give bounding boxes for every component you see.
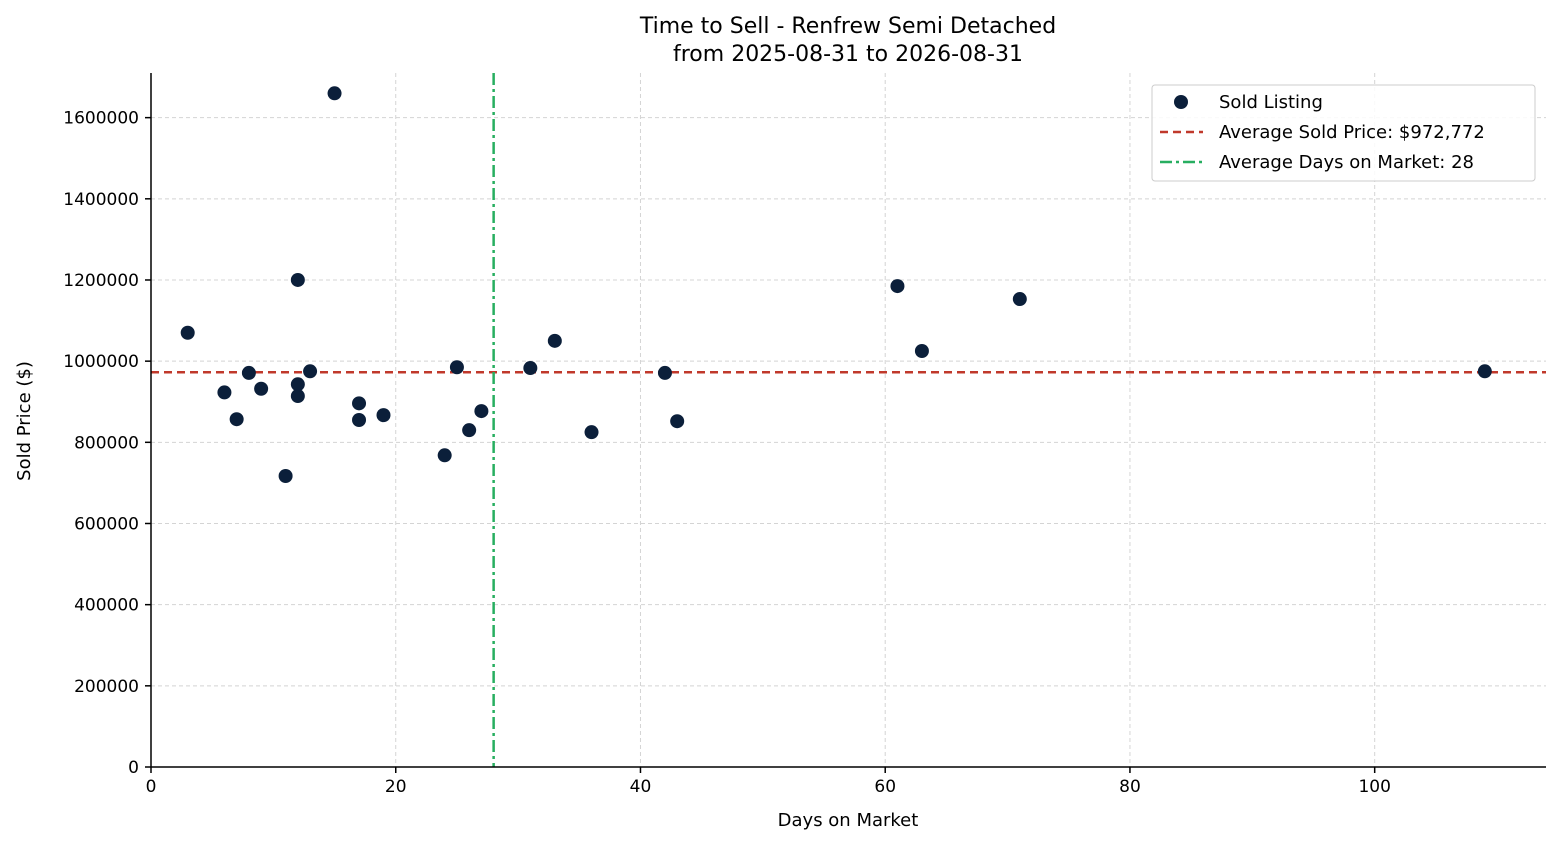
data-point (437, 448, 452, 463)
data-point (657, 365, 672, 380)
y-tick-label: 400000 (74, 596, 139, 616)
data-point (352, 413, 367, 427)
y-tick-label: 1200000 (63, 271, 139, 291)
data-point (241, 365, 256, 380)
x-tick-label: 60 (874, 777, 896, 797)
x-axis-label: Days on Market (778, 810, 919, 831)
data-point (914, 344, 929, 359)
data-points (180, 86, 1492, 484)
y-tick-label: 1600000 (63, 109, 139, 129)
data-point (1012, 292, 1027, 307)
y-axis-label: Sold Price ($) (14, 361, 35, 481)
legend-label-avg-days: Average Days on Market: 28 (1219, 152, 1474, 173)
legend-box (1151, 84, 1536, 182)
data-point (376, 408, 391, 423)
data-point (278, 469, 293, 484)
y-tick-label: 800000 (74, 433, 139, 453)
reference-lines (151, 73, 1546, 767)
data-point (290, 389, 305, 404)
data-point (462, 423, 477, 438)
y-tick-label: 200000 (74, 677, 139, 697)
y-tick-label: 0 (128, 758, 139, 778)
legend-label-avg-price: Average Sold Price: $972,772 (1219, 122, 1485, 143)
x-tick-label: 100 (1358, 777, 1390, 797)
data-point (229, 412, 244, 427)
data-point (449, 360, 464, 375)
x-tick-label: 20 (385, 777, 407, 797)
x-tick-label: 80 (1119, 777, 1141, 797)
data-point (180, 325, 195, 340)
data-point (523, 361, 538, 376)
data-point (890, 279, 905, 294)
data-point (303, 364, 318, 379)
y-tick-label: 1400000 (63, 190, 139, 210)
legend-marker-sold-listing (1174, 95, 1188, 109)
legend-label-sold-listing: Sold Listing (1219, 92, 1323, 113)
data-point (327, 86, 342, 101)
data-point (584, 425, 599, 440)
data-point (290, 272, 305, 287)
data-point (474, 404, 489, 419)
chart-title-line2: from 2025-08-31 to 2026-08-31 (673, 42, 1023, 67)
y-ticks: 0 200000 400000 600000 800000 1000000 1200000 1… (63, 109, 151, 778)
x-tick-label: 0 (146, 777, 157, 797)
data-point (670, 414, 685, 429)
x-tick-label: 40 (630, 777, 652, 797)
data-point (1477, 364, 1492, 379)
y-tick-label: 600000 (74, 514, 139, 534)
x-ticks: 0 20 40 60 80 100 (146, 767, 1391, 797)
legend: Sold Listing Average Sold Price: $972,77… (1151, 84, 1536, 182)
data-point (352, 396, 367, 411)
data-point (217, 385, 232, 400)
data-point (547, 333, 562, 348)
data-point (254, 381, 269, 396)
y-tick-label: 1000000 (63, 352, 139, 372)
chart-title-line1: Time to Sell - Renfrew Semi Detached (639, 14, 1056, 39)
data-point (290, 377, 305, 392)
